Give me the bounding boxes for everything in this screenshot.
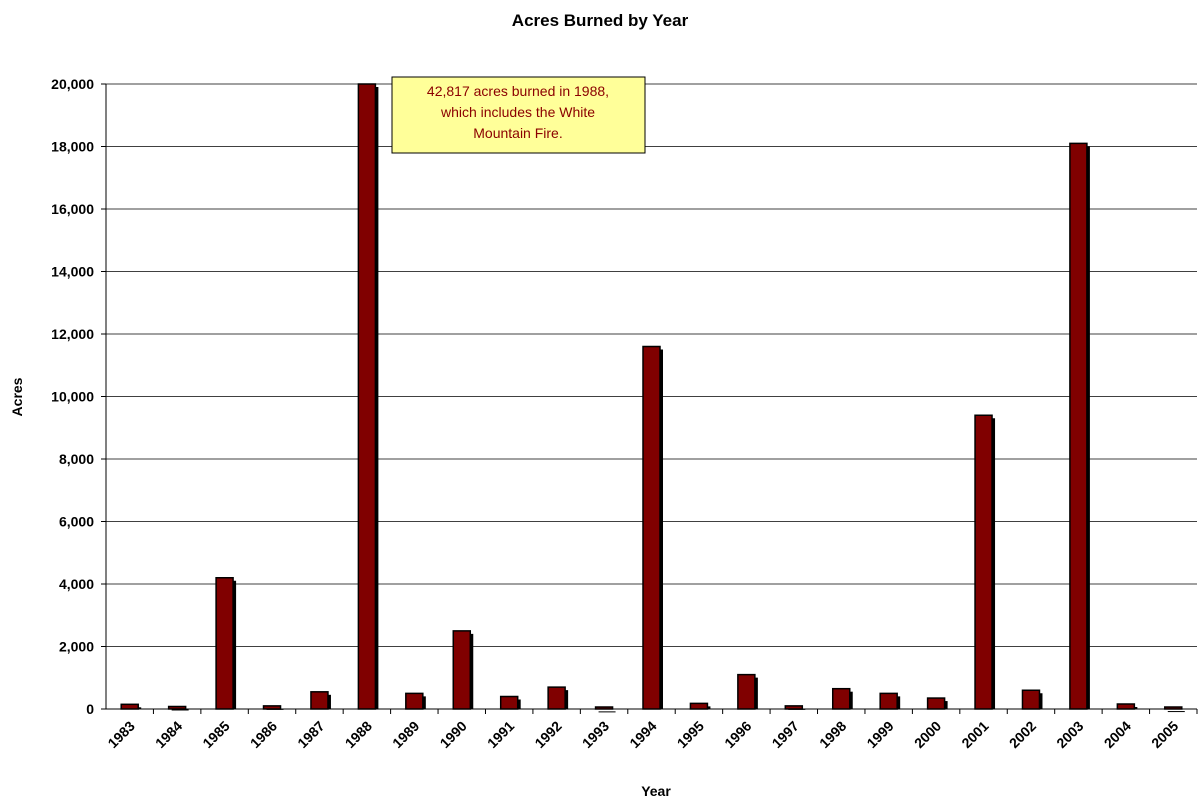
y-tick-label: 16,000: [51, 201, 94, 217]
x-tick-label: 1986: [247, 718, 280, 751]
annotation-line-2: which includes the White: [440, 104, 595, 120]
annotation-callout: 42,817 acres burned in 1988, which inclu…: [391, 76, 646, 154]
bar-shadow: [598, 711, 616, 713]
annotation-box: [391, 76, 646, 154]
x-tick-labels: 1983 1984 1985 1986 1987 1988 1989 1990 1991 1992…: [104, 718, 1181, 751]
x-tick-label: 2000: [911, 718, 944, 751]
x-tick-label: 1988: [342, 718, 375, 751]
x-tick-label: 1985: [199, 718, 232, 751]
y-tick-label: 0: [86, 701, 94, 717]
y-tick-label: 14,000: [51, 264, 94, 280]
y-tick-label: 2,000: [59, 639, 94, 655]
bar-1999: [879, 692, 898, 710]
x-tick-label: 1993: [579, 718, 612, 751]
bar-1985: [215, 577, 234, 710]
x-tick-label: 1996: [721, 718, 754, 751]
bar-shadow: [1167, 711, 1185, 713]
bar-2002: [1021, 689, 1041, 710]
x-tick-label: 2001: [958, 718, 991, 751]
bar-1988: [357, 83, 377, 710]
bar-1995: [689, 702, 709, 710]
x-tick-label: 2003: [1053, 718, 1086, 751]
y-tick-label: 6,000: [59, 514, 94, 530]
x-tick-label: 1990: [437, 718, 470, 751]
x-tick-label: 1997: [769, 718, 802, 751]
x-tick-label: 1992: [531, 718, 564, 751]
y-axis-label: Acres: [9, 377, 25, 416]
annotation-line-3: Mountain Fire.: [473, 125, 562, 141]
bar-2004: [1116, 703, 1136, 710]
y-tick-label: 12,000: [51, 326, 94, 342]
x-tick-label: 1994: [626, 718, 659, 751]
x-tick-label: 1987: [294, 718, 327, 751]
bar-1989: [405, 692, 424, 710]
bar-1983: [120, 703, 139, 710]
bar-2000: [926, 697, 946, 710]
y-tick-label: 20,000: [51, 76, 94, 92]
bar-1992: [547, 686, 566, 710]
bar-1994: [642, 345, 661, 710]
bar-2003: [1069, 142, 1088, 710]
y-tick-label: 8,000: [59, 451, 94, 467]
x-tick-label: 1991: [484, 718, 517, 751]
x-tick-label: 2004: [1101, 718, 1134, 751]
y-tick-label: 4,000: [59, 576, 94, 592]
bar-1998: [831, 687, 851, 710]
y-tick-labels: 0 2,000 4,000 6,000 8,000 10,000 12,000 14,000 1…: [51, 76, 94, 717]
y-tick-label: 10,000: [51, 389, 94, 405]
x-tick-label: 2005: [1148, 718, 1181, 751]
x-tick-label: 1983: [104, 718, 137, 751]
axes: [105, 84, 1197, 710]
bars: [120, 83, 1198, 714]
y-tick-label: 18,000: [51, 139, 94, 155]
x-tick-label: 1998: [816, 718, 849, 751]
bar-1987: [310, 691, 329, 710]
bar-1991: [499, 695, 519, 710]
x-axis-label: Year: [641, 783, 671, 798]
x-tick-label: 2002: [1006, 718, 1039, 751]
x-tick-label: 1984: [152, 718, 185, 751]
x-tick-label: 1989: [389, 718, 422, 751]
x-tick-label: 1999: [863, 718, 896, 751]
bar-1990: [452, 630, 472, 710]
chart-title: Acres Burned by Year: [512, 11, 689, 30]
bar-1996: [737, 673, 756, 710]
bar-2001: [974, 414, 993, 710]
x-tick-label: 1995: [674, 718, 707, 751]
bar-shadow: [171, 709, 189, 711]
annotation-line-1: 42,817 acres burned in 1988,: [427, 83, 609, 99]
